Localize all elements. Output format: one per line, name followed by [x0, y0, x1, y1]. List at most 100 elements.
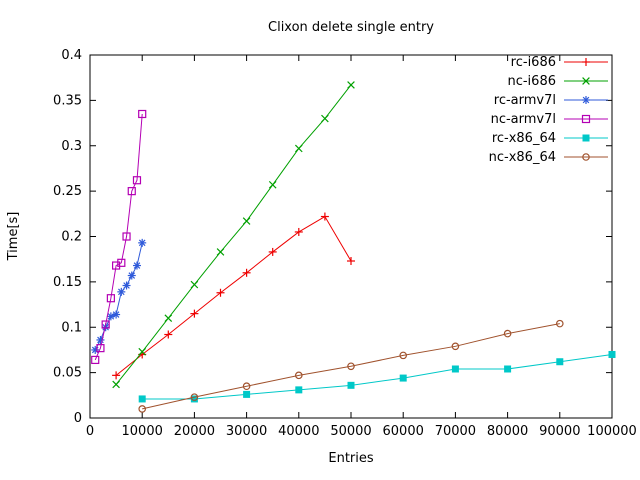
data-point-marker — [295, 386, 303, 394]
data-point-marker — [111, 261, 121, 270]
chart-title: Clixon delete single entry — [268, 20, 434, 35]
legend-label: nc-i686 — [507, 74, 556, 89]
y-tick-label: 0.4 — [61, 48, 82, 63]
series-line-nc-x86_64 — [142, 323, 560, 410]
legend-label: rc-x86_64 — [492, 131, 556, 146]
data-point-marker — [96, 344, 105, 353]
data-point-marker — [132, 176, 142, 185]
data-point-marker — [242, 217, 251, 225]
data-point-marker — [106, 294, 115, 303]
y-tick-label: 0.25 — [53, 184, 82, 199]
series-rc-i686 — [112, 212, 355, 380]
data-point-marker — [268, 180, 277, 189]
x-tick-label: 100000 — [587, 424, 637, 439]
data-point-marker — [294, 371, 303, 380]
x-tick-label: 10000 — [122, 424, 163, 439]
data-point-marker — [138, 109, 147, 119]
legend-label: rc-armv7l — [494, 93, 556, 108]
x-tick-label: 90000 — [539, 424, 580, 439]
plot-area: 0 10000 20000 30000 40000 50000 60000 70000 8000… — [53, 48, 637, 439]
data-point-marker — [582, 134, 590, 142]
legend-entry-rc-x86_64: rc-x86_64 — [492, 131, 608, 146]
data-point-marker — [127, 187, 136, 196]
series-nc-armv7l — [91, 109, 147, 365]
series-line-rc-armv7l — [94, 242, 143, 351]
x-tick-label: 60000 — [383, 424, 424, 439]
data-point-marker — [101, 320, 110, 329]
legend-entry-rc-armv7l: rc-armv7l — [494, 93, 608, 108]
data-point-marker — [190, 280, 199, 289]
series-rc-armv7l — [91, 238, 147, 354]
data-point-marker — [347, 81, 355, 89]
data-point-marker — [133, 262, 141, 269]
data-point-marker — [138, 405, 147, 413]
data-point-marker — [451, 342, 460, 351]
data-point-marker — [123, 282, 130, 289]
data-point-marker — [399, 351, 408, 360]
data-point-marker — [608, 350, 616, 358]
x-tick-label: 0 — [86, 424, 94, 439]
y-tick-label: 0 — [74, 411, 82, 426]
legend-entry-nc-i686: nc-i686 — [507, 74, 608, 89]
x-tick-label: 40000 — [278, 424, 319, 439]
data-point-marker — [503, 329, 512, 338]
data-point-marker — [556, 358, 564, 366]
legend-entry-nc-armv7l: nc-armv7l — [491, 112, 608, 127]
x-axis-label: Entries — [328, 451, 374, 466]
legend-label: nc-armv7l — [491, 112, 556, 127]
series-rc-x86_64 — [138, 350, 616, 403]
data-point-marker — [582, 96, 590, 104]
data-point-marker — [164, 314, 173, 322]
series-line-nc-i686 — [115, 84, 352, 385]
y-tick-label: 0.15 — [53, 275, 82, 290]
data-point-marker — [504, 365, 512, 373]
y-tick-label: 0.1 — [61, 320, 82, 335]
y-tick-label: 0.2 — [61, 230, 82, 245]
legend-entry-nc-x86_64: nc-x86_64 — [489, 150, 608, 165]
data-point-marker — [582, 153, 590, 161]
data-point-marker — [347, 362, 355, 371]
x-tick-label: 50000 — [330, 424, 371, 439]
series-nc-i686 — [112, 81, 355, 389]
x-tick-label: 80000 — [487, 424, 528, 439]
y-axis-label: Time[s] — [6, 212, 21, 262]
data-point-marker — [216, 248, 225, 256]
data-point-marker — [190, 395, 198, 403]
y-tick-label: 0.35 — [53, 93, 82, 108]
series-nc-x86_64 — [138, 319, 564, 413]
legend-entry-rc-i686: rc-i686 — [511, 55, 608, 70]
series-line-rc-i686 — [115, 215, 352, 376]
y-tick-label: 0.05 — [53, 366, 82, 381]
data-point-marker — [118, 288, 125, 296]
data-point-marker — [451, 365, 459, 373]
data-point-marker — [321, 114, 329, 123]
data-point-marker — [582, 77, 590, 85]
data-point-marker — [399, 374, 407, 382]
x-tick-label: 30000 — [226, 424, 267, 439]
data-point-marker — [112, 311, 120, 318]
data-point-marker — [581, 114, 591, 124]
series-line-nc-armv7l — [94, 113, 143, 361]
data-point-marker — [190, 393, 199, 401]
data-point-marker — [347, 381, 355, 389]
x-tick-label: 20000 — [174, 424, 215, 439]
legend-label: nc-x86_64 — [489, 150, 556, 165]
data-point-marker — [138, 239, 146, 247]
data-point-marker — [117, 258, 126, 267]
data-point-marker — [138, 347, 147, 356]
data-point-marker — [555, 319, 564, 328]
data-point-marker — [91, 355, 100, 365]
data-point-marker — [242, 382, 251, 391]
legend-label: rc-i686 — [511, 55, 556, 70]
series-line-rc-x86_64 — [142, 353, 613, 400]
data-point-marker — [138, 395, 146, 403]
data-point-marker — [294, 144, 303, 153]
data-point-marker — [122, 232, 131, 241]
data-point-marker — [102, 323, 109, 331]
y-tick-label: 0.3 — [61, 139, 82, 154]
x-tick-label: 70000 — [435, 424, 476, 439]
data-point-marker — [243, 390, 251, 398]
data-point-marker — [128, 272, 136, 279]
